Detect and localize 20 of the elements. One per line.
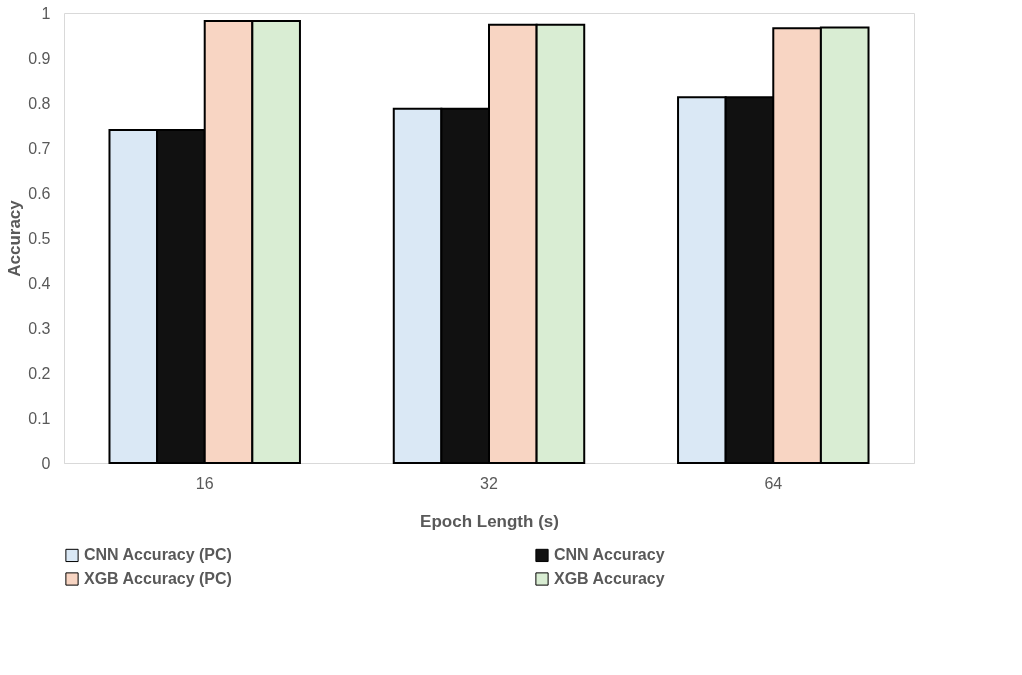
x-tick-label: 64 [764, 474, 783, 492]
y-tick-label: 0.9 [28, 49, 51, 67]
legend-label: CNN Accuracy [554, 546, 665, 564]
y-tick-label: 0.2 [28, 364, 51, 382]
y-tick-label: 0.4 [28, 274, 51, 292]
y-tick-label: 0.5 [28, 229, 51, 247]
legend-label: XGB Accuracy [554, 570, 665, 587]
y-tick-label: 0.1 [28, 409, 51, 427]
y-tick-label: 0.3 [28, 319, 51, 337]
legend-label: XGB Accuracy (PC) [84, 570, 232, 587]
y-tick-label: 0.6 [28, 184, 51, 202]
x-tick-label: 16 [195, 474, 214, 492]
y-tick-label: 1 [41, 4, 51, 22]
y-axis-title: Accuracy [5, 199, 25, 277]
y-tick-label: 0.7 [28, 139, 51, 157]
y-tick-label: 0.8 [28, 94, 51, 112]
y-tick-label: 0 [41, 454, 51, 472]
x-axis-title: Epoch Length (s) [420, 511, 559, 531]
x-tick-label: 32 [480, 474, 498, 492]
legend-label: CNN Accuracy (PC) [84, 546, 232, 564]
